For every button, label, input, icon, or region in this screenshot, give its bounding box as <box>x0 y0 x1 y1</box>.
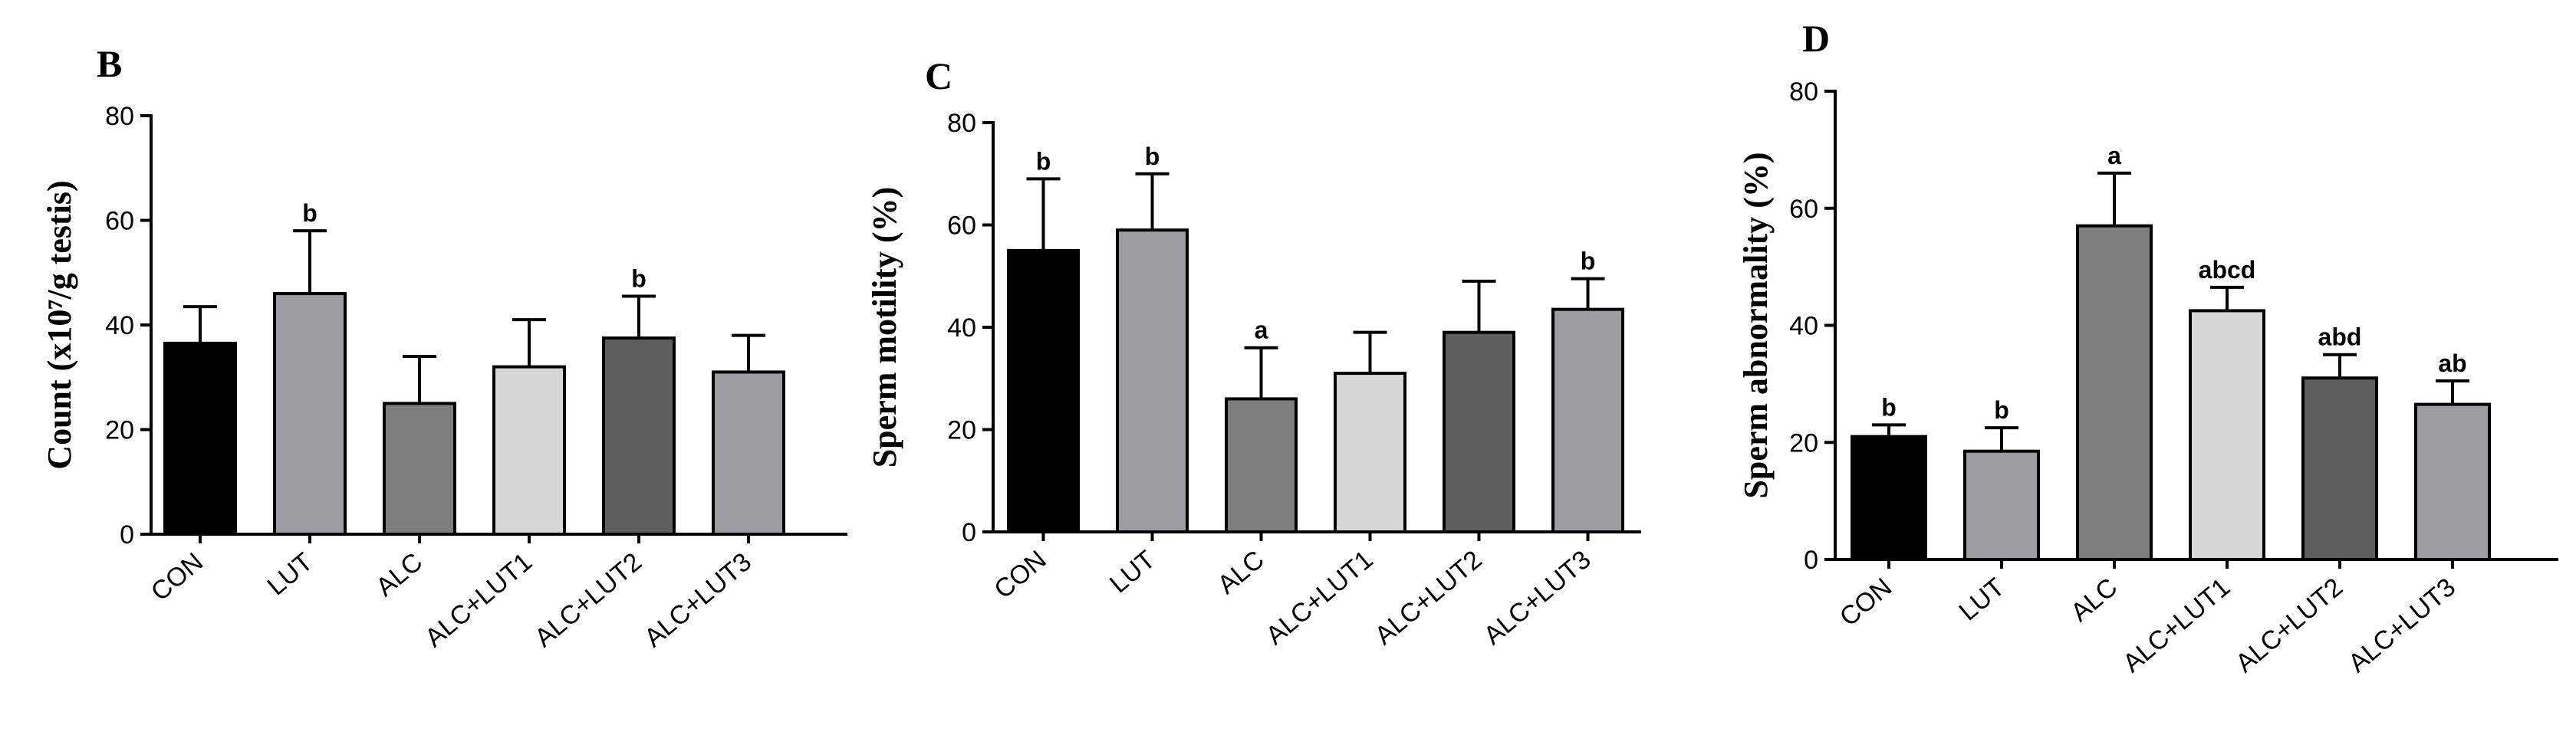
y-tick-label: 0 <box>1804 546 1818 575</box>
significance-label: b <box>1145 143 1160 170</box>
category-label: ALC <box>370 547 428 602</box>
category-label: ALC+LUT2 <box>529 547 647 653</box>
y-tick-label: 60 <box>1789 195 1818 224</box>
y-tick-label: 20 <box>1789 428 1818 458</box>
y-tick-label: 80 <box>1789 77 1818 107</box>
bar-lut <box>1116 228 1189 533</box>
bar-alc-lut2 <box>602 336 676 536</box>
bar-alc-lut1 <box>492 365 566 536</box>
bar-con <box>1007 248 1080 533</box>
category-label: CON <box>1834 573 1897 632</box>
category-label: CON <box>989 545 1051 605</box>
bar-alc <box>2076 224 2153 561</box>
y-axis-label: Sperm abnormality (%) <box>1737 152 1775 498</box>
category-label: ALC+LUT1 <box>2117 573 2235 678</box>
category-label: ALC <box>1212 545 1270 600</box>
bar-alc-lut1 <box>1334 372 1406 534</box>
significance-label: a <box>2107 142 2121 169</box>
y-tick-label: 0 <box>962 518 976 547</box>
bar-alc <box>383 402 456 536</box>
category-label: LUT <box>1104 545 1161 599</box>
panel-letter: B <box>97 42 122 85</box>
category-label: ALC <box>2065 573 2123 628</box>
y-tick-label: 40 <box>947 313 976 343</box>
category-label: ALC+LUT3 <box>639 547 757 653</box>
category-label: ALC+LUT1 <box>1261 545 1379 651</box>
bar-lut <box>273 292 347 536</box>
significance-label: b <box>1581 248 1596 275</box>
bar-alc <box>1225 397 1298 534</box>
y-tick-label: 80 <box>105 102 134 131</box>
category-label: ALC+LUT2 <box>1370 545 1488 651</box>
significance-label: b <box>1036 147 1051 175</box>
y-tick-label: 20 <box>947 416 976 445</box>
y-axis-label: Count (x10⁷/g testis) <box>41 180 78 469</box>
significance-label: a <box>1255 317 1268 344</box>
y-tick-label: 60 <box>947 212 976 241</box>
y-tick-label: 60 <box>105 207 134 236</box>
significance-label: abcd <box>2199 256 2256 284</box>
panel-d: D Sperm abnormality (%) 0 20 40 60 80 b CON b LUT a… <box>1737 17 2558 678</box>
y-tick-label: 0 <box>120 520 134 550</box>
bar-con <box>1851 435 1927 561</box>
y-tick-label: 80 <box>947 109 976 138</box>
bar-alc-lut2 <box>1443 330 1515 533</box>
bar-alc-lut3 <box>2414 402 2491 562</box>
category-label: ALC+LUT3 <box>1479 545 1597 651</box>
significance-label: b <box>1881 393 1897 421</box>
y-tick-label: 40 <box>105 311 134 340</box>
significance-label: b <box>631 264 646 292</box>
y-tick-label: 40 <box>1789 312 1818 341</box>
bar-alc-lut3 <box>712 370 785 536</box>
panel-letter: C <box>925 54 952 97</box>
category-label: CON <box>146 547 209 607</box>
significance-label: abd <box>2318 323 2362 351</box>
bar-lut <box>1963 449 2040 561</box>
bar-alc-lut3 <box>1551 307 1624 533</box>
significance-label: b <box>302 199 317 227</box>
bar-alc-lut1 <box>2189 309 2265 561</box>
category-label: ALC+LUT3 <box>2343 573 2461 678</box>
panel-c: C Sperm motility (%) 0 20 40 60 80 b CON b LUT a ALC… <box>866 54 1641 651</box>
significance-label: b <box>1994 396 2009 424</box>
category-label: LUT <box>1954 573 2011 626</box>
bar-alc-lut2 <box>2301 376 2378 561</box>
category-label: LUT <box>262 547 319 601</box>
panel-letter: D <box>1802 17 1830 60</box>
category-label: ALC+LUT1 <box>419 547 538 653</box>
y-tick-label: 20 <box>105 416 134 445</box>
bar-con <box>163 341 237 536</box>
significance-label: ab <box>2438 349 2466 377</box>
panel-b: B Count (x10⁷/g testis) 0 20 40 60 80 CON b LUT AL… <box>41 42 847 653</box>
y-axis-label: Sperm motility (%) <box>866 187 903 468</box>
category-label: ALC+LUT2 <box>2230 573 2348 678</box>
